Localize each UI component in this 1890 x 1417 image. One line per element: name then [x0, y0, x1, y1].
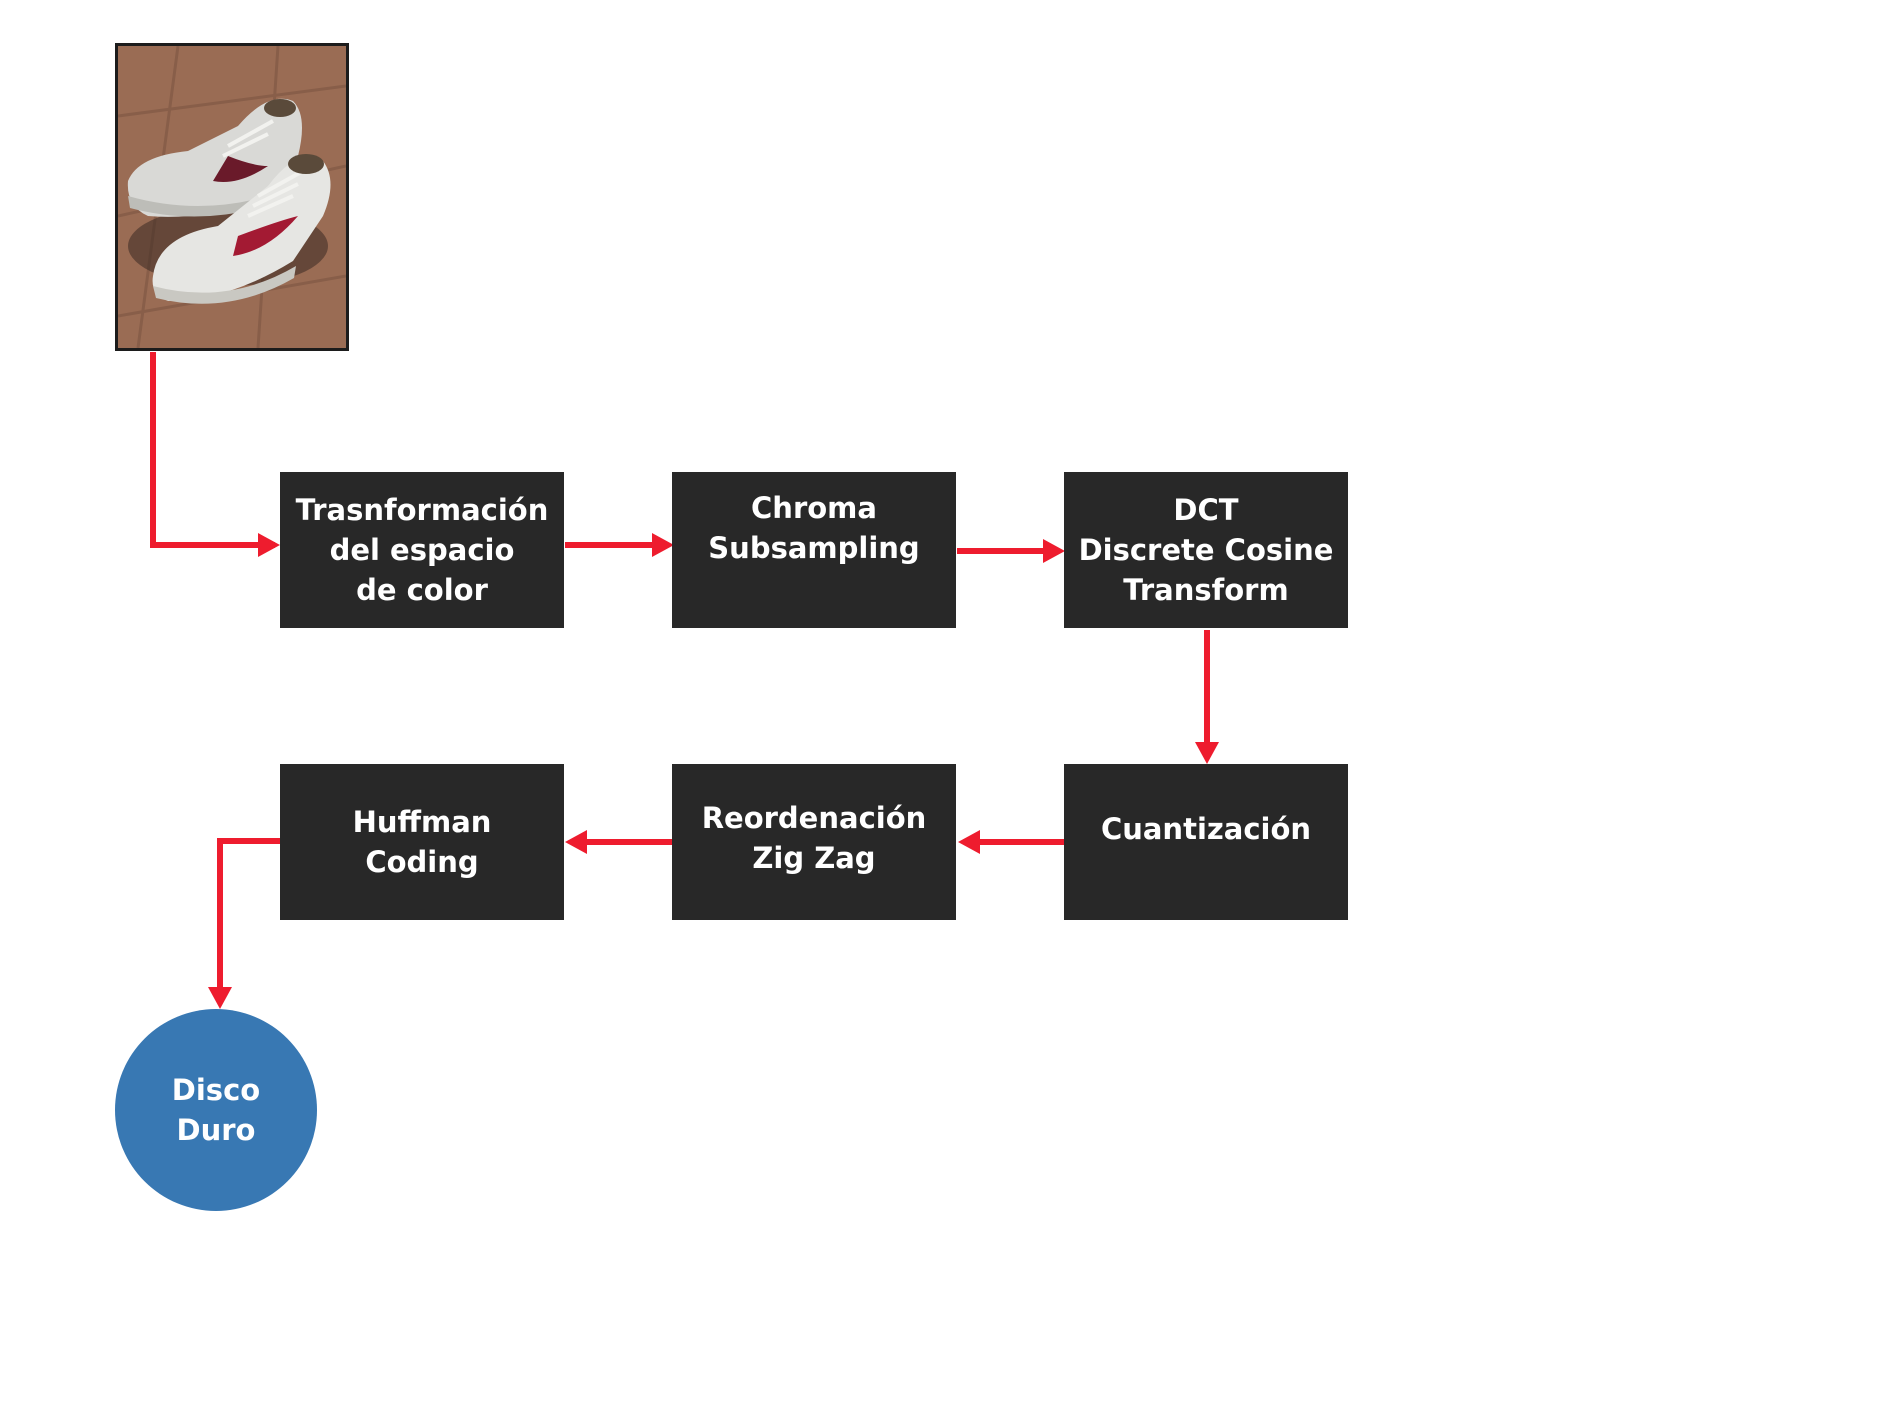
step-zigzag-reorder: Reordenación Zig Zag [672, 764, 956, 920]
step-label: Trasnformación del espacio de color [295, 493, 549, 607]
arrowhead-icon [1195, 742, 1219, 764]
input-photo [115, 43, 349, 351]
arrowhead-icon [958, 830, 980, 854]
hard-disk-label: Disco Duro [171, 1073, 261, 1147]
step-label: Chroma Subsampling [708, 491, 920, 565]
arrowhead-icon [1043, 539, 1065, 563]
arrow-huffman-to-disk [217, 838, 280, 995]
step-color-space-transform: Trasnformación del espacio de color [280, 472, 564, 628]
arrowhead-icon [208, 987, 232, 1009]
arrow-photo-to-colorspace [150, 352, 275, 548]
step-label: Cuantización [1100, 812, 1312, 846]
step-label: Huffman Coding [352, 805, 492, 879]
step-label: Reordenación Zig Zag [701, 801, 927, 875]
step-quantization: Cuantización [1064, 764, 1348, 920]
arrowhead-icon [258, 533, 280, 557]
hard-disk-node: Disco Duro [115, 1009, 317, 1211]
sneakers-photo-icon [118, 46, 346, 348]
arrowhead-icon [652, 533, 674, 557]
step-dct: DCT Discrete Cosine Transform [1064, 472, 1348, 628]
step-chroma-subsampling: Chroma Subsampling [672, 472, 956, 628]
step-label: DCT Discrete Cosine Transform [1078, 493, 1334, 607]
step-huffman-coding: Huffman Coding [280, 764, 564, 920]
arrowhead-icon [565, 830, 587, 854]
